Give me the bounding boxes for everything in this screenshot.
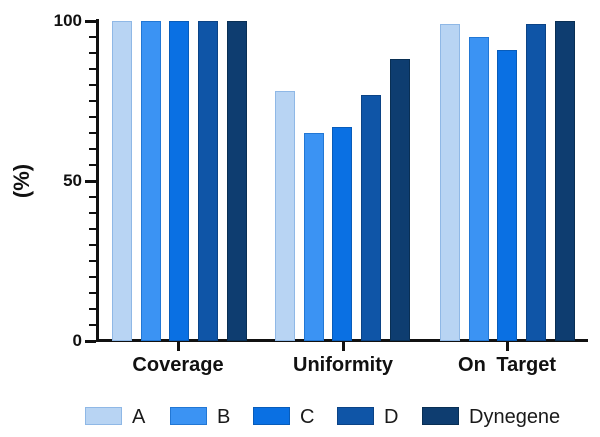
- y-tick-minor: [89, 244, 96, 246]
- bar-d-uniformity: [361, 94, 382, 341]
- y-tick-minor: [89, 52, 96, 54]
- legend-label-dynegene: Dynegene: [469, 406, 561, 428]
- y-tick-minor: [89, 148, 96, 150]
- legend-label-a: A: [132, 406, 146, 428]
- y-tick-minor: [89, 276, 96, 278]
- y-tick-minor: [89, 228, 96, 230]
- category-label-coverage: Coverage: [132, 354, 224, 376]
- y-tick-minor: [89, 212, 96, 214]
- y-tick-minor: [89, 84, 96, 86]
- legend-swatch-c: [253, 407, 290, 425]
- bar-c-uniformity: [332, 126, 353, 341]
- legend-label-d: D: [384, 406, 399, 428]
- bar-a-coverage: [112, 21, 132, 341]
- bar-dynegene-on-target: [554, 21, 575, 341]
- y-tick-label: 50: [63, 171, 82, 190]
- y-tick-label: 0: [72, 331, 82, 350]
- y-tick-minor: [89, 36, 96, 38]
- bar-dynegene-uniformity: [389, 59, 410, 341]
- bar-a-uniformity: [275, 91, 295, 341]
- legend-label-b: B: [217, 406, 231, 428]
- legend-swatch-b: [170, 407, 207, 425]
- category-label-uniformity: Uniformity: [293, 354, 393, 376]
- y-tick-minor: [89, 292, 96, 294]
- bar-b-on-target: [468, 37, 489, 341]
- y-tick-minor: [89, 324, 96, 326]
- legend: A B C D Dynegene: [0, 398, 600, 437]
- x-tick: [176, 342, 180, 351]
- bar-dynegene-coverage: [226, 21, 247, 341]
- y-tick-minor: [89, 132, 96, 134]
- y-tick-major: [85, 19, 96, 23]
- bar-c-on-target: [497, 49, 518, 341]
- bar-b-uniformity: [303, 133, 324, 341]
- y-tick-minor: [89, 164, 96, 166]
- legend-swatch-a: [85, 407, 122, 425]
- y-tick-minor: [89, 68, 96, 70]
- y-tick-label: 100: [53, 11, 82, 30]
- category-label-on-target: On Target: [458, 354, 556, 376]
- bar-c-coverage: [169, 21, 190, 341]
- y-tick-major: [85, 339, 96, 343]
- y-tick-minor: [89, 308, 96, 310]
- y-tick-minor: [89, 196, 96, 198]
- x-tick: [505, 342, 509, 351]
- y-tick-minor: [89, 116, 96, 118]
- legend-swatch-dynegene: [422, 407, 459, 425]
- y-axis-line: [96, 19, 99, 342]
- y-tick-minor: [89, 260, 96, 262]
- y-tick-minor: [89, 100, 96, 102]
- bar-d-on-target: [526, 24, 547, 341]
- legend-swatch-d: [337, 407, 374, 425]
- bar-d-coverage: [198, 21, 219, 341]
- legend-label-c: C: [300, 406, 315, 428]
- x-tick: [341, 342, 345, 351]
- y-tick-major: [85, 179, 96, 183]
- bar-b-coverage: [140, 21, 161, 341]
- bar-a-on-target: [440, 24, 460, 341]
